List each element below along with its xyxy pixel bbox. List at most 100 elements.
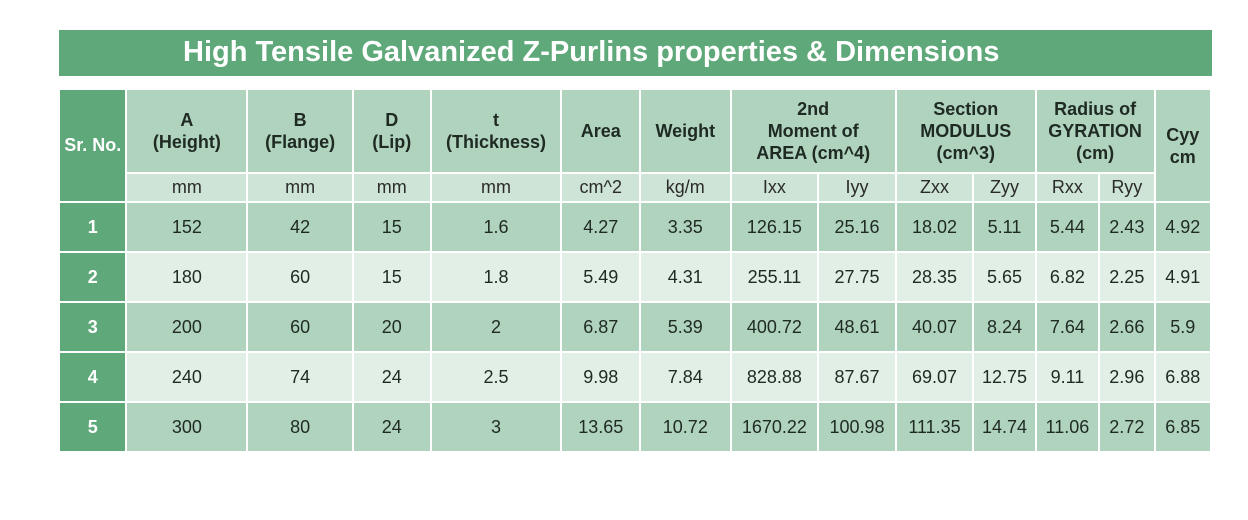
header-cyy-unit: cm — [1169, 146, 1196, 167]
header-section-line3: (cm^3) — [936, 143, 995, 163]
cell-height: 180 — [127, 253, 247, 301]
cell-lip: 20 — [354, 303, 430, 351]
header-section-line1: Section — [933, 99, 999, 119]
cell-cyy: 5.9 — [1155, 303, 1210, 351]
cell-flange: 60 — [248, 253, 353, 301]
cell-zxx: 40.07 — [896, 303, 973, 351]
cell-iyy: 27.75 — [819, 253, 895, 301]
cell-cyy: 6.85 — [1155, 403, 1210, 451]
cell-height: 300 — [127, 403, 247, 451]
cell-area: 9.98 — [562, 353, 639, 401]
cell-flange: 42 — [248, 203, 353, 251]
cell-zyy: 8.24 — [974, 303, 1035, 351]
cell-ixx: 828.88 — [731, 353, 818, 401]
header-a-desc: (Height) — [152, 132, 221, 152]
cell-rxx: 11.06 — [1036, 403, 1099, 451]
header-weight: Weight — [641, 90, 730, 172]
header-a-label: A — [180, 110, 194, 130]
cell-lip: 24 — [354, 353, 430, 401]
header-b-desc: (Flange) — [265, 132, 336, 152]
unit-weight: kg/m — [641, 174, 730, 201]
cell-thickness: 2.5 — [431, 353, 561, 401]
cell-area: 13.65 — [562, 403, 639, 451]
unit-area: cm^2 — [562, 174, 639, 201]
cell-height: 200 — [127, 303, 247, 351]
cell-rxx: 5.44 — [1036, 203, 1099, 251]
cell-rxx: 7.64 — [1036, 303, 1099, 351]
cell-flange: 60 — [248, 303, 353, 351]
cell-thickness: 1.6 — [431, 203, 561, 251]
header-section-modulus: Section MODULUS (cm^3) — [896, 90, 1035, 172]
header-d-label: D — [385, 110, 399, 130]
header-sr-no: Sr. No. — [60, 90, 126, 201]
header-t-label: t — [493, 110, 500, 130]
cell-ixx: 255.11 — [731, 253, 818, 301]
cell-weight: 7.84 — [641, 353, 730, 401]
unit-ryy: Ryy — [1100, 174, 1154, 201]
row-number: 4 — [60, 353, 126, 401]
cell-ryy: 2.96 — [1100, 353, 1154, 401]
unit-t: mm — [431, 174, 561, 201]
cell-zyy: 14.74 — [974, 403, 1035, 451]
unit-rxx: Rxx — [1036, 174, 1099, 201]
cell-iyy: 100.98 — [819, 403, 895, 451]
table-row: 3 200 60 20 2 6.87 5.39 400.72 48.61 40.… — [60, 303, 1210, 351]
cell-zyy: 5.65 — [974, 253, 1035, 301]
cell-zxx: 69.07 — [896, 353, 973, 401]
cell-rxx: 6.82 — [1036, 253, 1099, 301]
cell-weight: 10.72 — [641, 403, 730, 451]
header-b: B (Flange) — [248, 90, 353, 172]
cell-cyy: 4.92 — [1155, 203, 1210, 251]
header-t-desc: (Thickness) — [446, 132, 547, 152]
header-radius-line3: (cm) — [1076, 143, 1115, 163]
header-section-line2: MODULUS — [920, 121, 1012, 141]
cell-lip: 15 — [354, 203, 430, 251]
cell-zyy: 12.75 — [974, 353, 1035, 401]
cell-height: 152 — [127, 203, 247, 251]
cell-thickness: 1.8 — [431, 253, 561, 301]
unit-ixx: Ixx — [731, 174, 818, 201]
cell-weight: 5.39 — [641, 303, 730, 351]
cell-lip: 15 — [354, 253, 430, 301]
header-area: Area — [562, 90, 639, 172]
cell-zxx: 28.35 — [896, 253, 973, 301]
header-d: D (Lip) — [354, 90, 430, 172]
header-a: A (Height) — [127, 90, 247, 172]
unit-zyy: Zyy — [974, 174, 1035, 201]
cell-area: 5.49 — [562, 253, 639, 301]
cell-iyy: 87.67 — [819, 353, 895, 401]
header-radius-line2: GYRATION — [1048, 121, 1142, 141]
cell-iyy: 25.16 — [819, 203, 895, 251]
table-row: 1 152 42 15 1.6 4.27 3.35 126.15 25.16 1… — [60, 203, 1210, 251]
header-b-label: B — [293, 110, 307, 130]
row-number: 1 — [60, 203, 126, 251]
cell-ryy: 2.43 — [1100, 203, 1154, 251]
cell-flange: 80 — [248, 403, 353, 451]
table-row: 4 240 74 24 2.5 9.98 7.84 828.88 87.67 6… — [60, 353, 1210, 401]
cell-zyy: 5.11 — [974, 203, 1035, 251]
cell-height: 240 — [127, 353, 247, 401]
cell-rxx: 9.11 — [1036, 353, 1099, 401]
cell-ryy: 2.72 — [1100, 403, 1154, 451]
row-number: 5 — [60, 403, 126, 451]
page-title: High Tensile Galvanized Z-Purlins proper… — [59, 30, 1212, 76]
cell-ixx: 400.72 — [731, 303, 818, 351]
header-moment-line2: Moment of — [767, 121, 859, 141]
unit-zxx: Zxx — [896, 174, 973, 201]
table-row: 5 300 80 24 3 13.65 10.72 1670.22 100.98… — [60, 403, 1210, 451]
header-radius-of-gyration: Radius of GYRATION (cm) — [1036, 90, 1154, 172]
cell-weight: 4.31 — [641, 253, 730, 301]
cell-ryy: 2.66 — [1100, 303, 1154, 351]
cell-weight: 3.35 — [641, 203, 730, 251]
cell-lip: 24 — [354, 403, 430, 451]
unit-b: mm — [248, 174, 353, 201]
header-t: t (Thickness) — [431, 90, 561, 172]
header-moment-of-area: 2nd Moment of AREA (cm^4) — [731, 90, 895, 172]
row-number: 3 — [60, 303, 126, 351]
cell-iyy: 48.61 — [819, 303, 895, 351]
table-row: 2 180 60 15 1.8 5.49 4.31 255.11 27.75 2… — [60, 253, 1210, 301]
purlin-properties-table: Sr. No. A (Height) B (Flange) D (Lip) t … — [58, 88, 1212, 453]
cell-ryy: 2.25 — [1100, 253, 1154, 301]
cell-thickness: 2 — [431, 303, 561, 351]
header-moment-line3: AREA (cm^4) — [756, 143, 871, 163]
